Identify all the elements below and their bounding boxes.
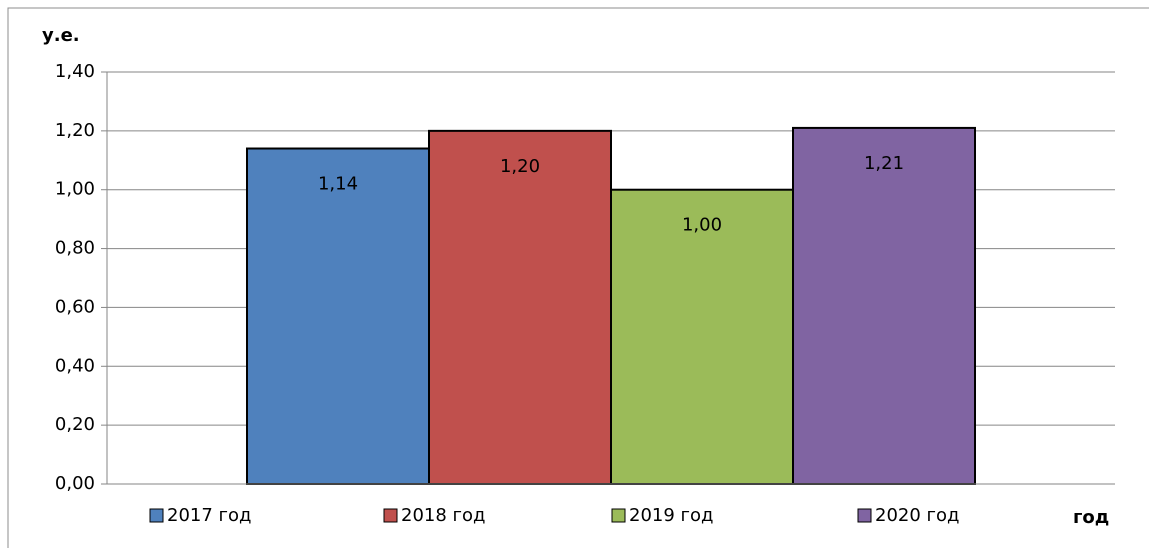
y-tick-label: 0,20 xyxy=(55,414,95,435)
y-tick-label: 1,40 xyxy=(55,61,95,82)
x-axis-label: год xyxy=(1073,507,1109,528)
legend-label: 2019 год xyxy=(629,505,713,526)
legend-swatch xyxy=(149,508,164,523)
bar xyxy=(792,126,976,486)
data-label: 1,14 xyxy=(318,174,358,195)
y-tick-label: 0,80 xyxy=(55,238,95,259)
y-axis-label: у.е. xyxy=(42,25,80,46)
y-tick-label: 1,00 xyxy=(55,179,95,200)
legend-label: 2020 год xyxy=(875,505,959,526)
data-label: 1,21 xyxy=(864,153,904,174)
bar xyxy=(428,129,612,485)
y-tick-label: 1,20 xyxy=(55,120,95,141)
bar xyxy=(246,147,430,485)
legend-swatch xyxy=(857,508,872,523)
y-tick-label: 0,40 xyxy=(55,355,95,376)
chart-frame xyxy=(7,7,1149,548)
y-tick-label: 0,00 xyxy=(55,473,95,494)
legend-label: 2017 год xyxy=(167,505,251,526)
legend-label: 2018 год xyxy=(401,505,485,526)
legend-swatch xyxy=(383,508,398,523)
legend-swatch xyxy=(611,508,626,523)
data-label: 1,00 xyxy=(682,215,722,236)
data-label: 1,20 xyxy=(500,156,540,177)
y-tick-label: 0,60 xyxy=(55,296,95,317)
